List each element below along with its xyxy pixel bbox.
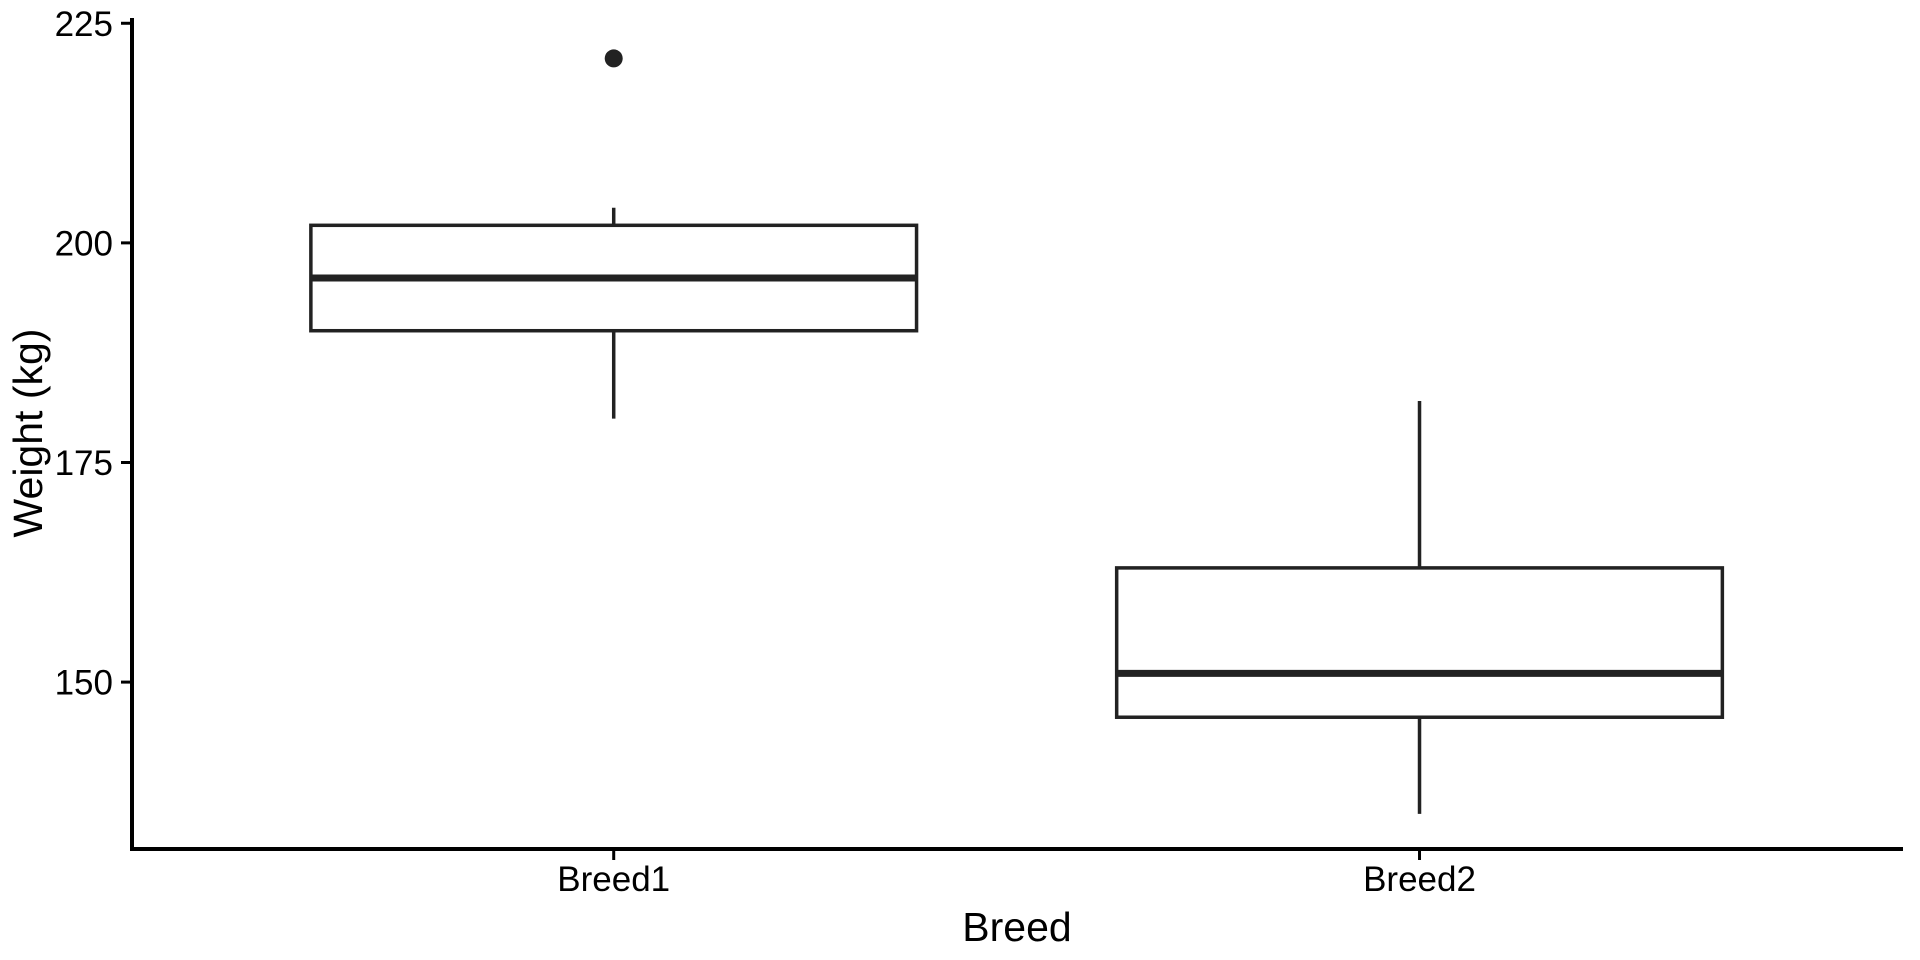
y-axis-tick-label: 175 bbox=[55, 444, 113, 483]
y-axis-tick-label: 225 bbox=[55, 5, 113, 44]
x-axis-tick-label: Breed2 bbox=[1363, 860, 1476, 899]
y-axis-title: Weight (kg) bbox=[5, 329, 51, 538]
x-axis-tick-label: Breed1 bbox=[557, 860, 670, 899]
outlier-point bbox=[604, 49, 623, 68]
box-breed2 bbox=[1114, 566, 1725, 719]
plot-panel: 150 175 200 225 Breed1 Breed2 bbox=[55, 5, 1903, 899]
y-axis-tick-label: 150 bbox=[55, 664, 113, 703]
x-axis-title: Breed bbox=[962, 904, 1071, 950]
y-axis-tick-label: 200 bbox=[55, 224, 113, 263]
